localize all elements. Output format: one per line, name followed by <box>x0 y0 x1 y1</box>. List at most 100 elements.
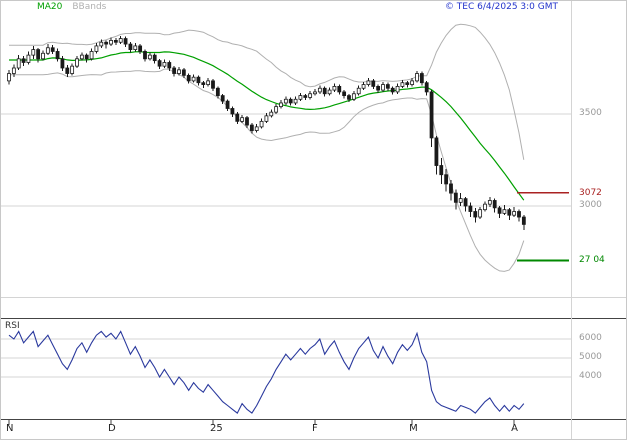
candle-body <box>395 86 400 93</box>
candle-body <box>434 137 439 166</box>
rsi-axis-label-50: 5000 <box>579 352 602 362</box>
rsi-axis-label-40: 4000 <box>579 371 602 381</box>
candle-body <box>308 93 313 98</box>
candle-body <box>274 106 279 113</box>
candle-body <box>220 95 225 102</box>
candle-body <box>75 58 79 67</box>
candle-body <box>298 95 303 100</box>
resistance-level-label: 3072 <box>579 187 602 198</box>
candle-body <box>36 49 41 60</box>
candle-body <box>390 87 395 93</box>
candle-body <box>79 54 84 60</box>
candle-body <box>400 82 405 87</box>
ma20-line <box>9 51 525 201</box>
candle-body <box>463 198 468 207</box>
candle-body <box>113 40 118 43</box>
candle-body <box>118 38 123 43</box>
candle-body <box>507 209 512 216</box>
rsi-axis-label-60: 6000 <box>579 333 602 343</box>
candle-body <box>366 80 371 85</box>
candle-body <box>376 86 381 91</box>
candle-body <box>55 51 60 60</box>
x-axis-label-january-25: 25 <box>209 423 223 434</box>
x-axis-label-december: D <box>107 423 116 434</box>
candle-body <box>337 86 342 93</box>
candle-body <box>405 82 410 85</box>
candle-body <box>16 58 21 69</box>
price-axis-label-3000: 3000 <box>579 200 602 210</box>
candle-body <box>186 74 191 82</box>
candle-body <box>26 54 31 63</box>
candle-body <box>109 40 113 45</box>
x-axis-label-february: F <box>311 423 318 434</box>
bollinger-upper-band <box>9 23 525 160</box>
candle-body <box>283 98 288 104</box>
candle-body <box>201 82 206 85</box>
candle-body <box>181 69 186 76</box>
candle-body <box>249 124 254 131</box>
candle-body <box>351 93 356 100</box>
x-axis-label-april: A <box>511 423 518 434</box>
legend-ma20: MA20 <box>37 2 63 12</box>
candle-body <box>468 205 473 212</box>
candle-body <box>230 108 235 115</box>
x-axis-label-november: N <box>6 423 14 434</box>
legend-bbands: BBands <box>72 2 107 12</box>
candle-body <box>147 54 152 60</box>
candle-body <box>206 80 211 85</box>
candle-body <box>11 67 16 74</box>
candle-body <box>50 47 55 52</box>
candle-body <box>424 82 429 93</box>
candle-body <box>483 203 487 211</box>
candle-body <box>293 98 298 104</box>
rsi-panel-label: RSI <box>5 321 20 331</box>
candle-body <box>123 38 128 45</box>
candle-body <box>478 209 483 218</box>
candle-body <box>313 91 317 95</box>
candle-body <box>269 111 274 117</box>
candle-body <box>429 91 434 139</box>
candle-body <box>453 192 458 203</box>
candle-body <box>7 73 11 82</box>
candle-body <box>322 87 327 95</box>
candle-body <box>240 117 245 122</box>
candle-body <box>439 165 444 176</box>
candle-body <box>138 45 143 52</box>
candle-body <box>41 52 45 60</box>
candle-body <box>342 91 347 96</box>
candle-body <box>259 120 264 128</box>
candle-body <box>317 87 322 93</box>
candle-body <box>196 76 201 84</box>
candle-body <box>162 62 167 67</box>
candle-body <box>381 84 385 91</box>
candle-body <box>254 126 259 131</box>
candle-body <box>327 89 332 95</box>
candle-body <box>21 58 26 63</box>
candle-body <box>487 200 492 205</box>
candle-body <box>70 65 75 74</box>
candle-body <box>89 51 94 60</box>
support-level-label: 27 04 <box>579 255 605 266</box>
candle-body <box>104 41 109 45</box>
candle-body <box>356 87 361 95</box>
candle-body <box>264 115 269 122</box>
candle-body <box>361 84 366 89</box>
candle-body <box>211 80 215 89</box>
candle-body <box>473 211 478 218</box>
candle-body <box>512 211 517 216</box>
candle-body <box>84 54 89 60</box>
candle-body <box>167 62 172 69</box>
candle-body <box>303 95 308 98</box>
candle-body <box>419 73 424 84</box>
candle-body <box>502 209 507 214</box>
candle-body <box>99 41 104 47</box>
candle-body <box>332 86 337 91</box>
candle-body <box>65 67 70 74</box>
candle-body <box>157 60 162 67</box>
candle-body <box>215 87 220 96</box>
candle-body <box>60 58 65 69</box>
x-axis-label-march: M <box>409 423 418 434</box>
candle-body <box>521 216 526 225</box>
candle-body <box>410 80 415 85</box>
